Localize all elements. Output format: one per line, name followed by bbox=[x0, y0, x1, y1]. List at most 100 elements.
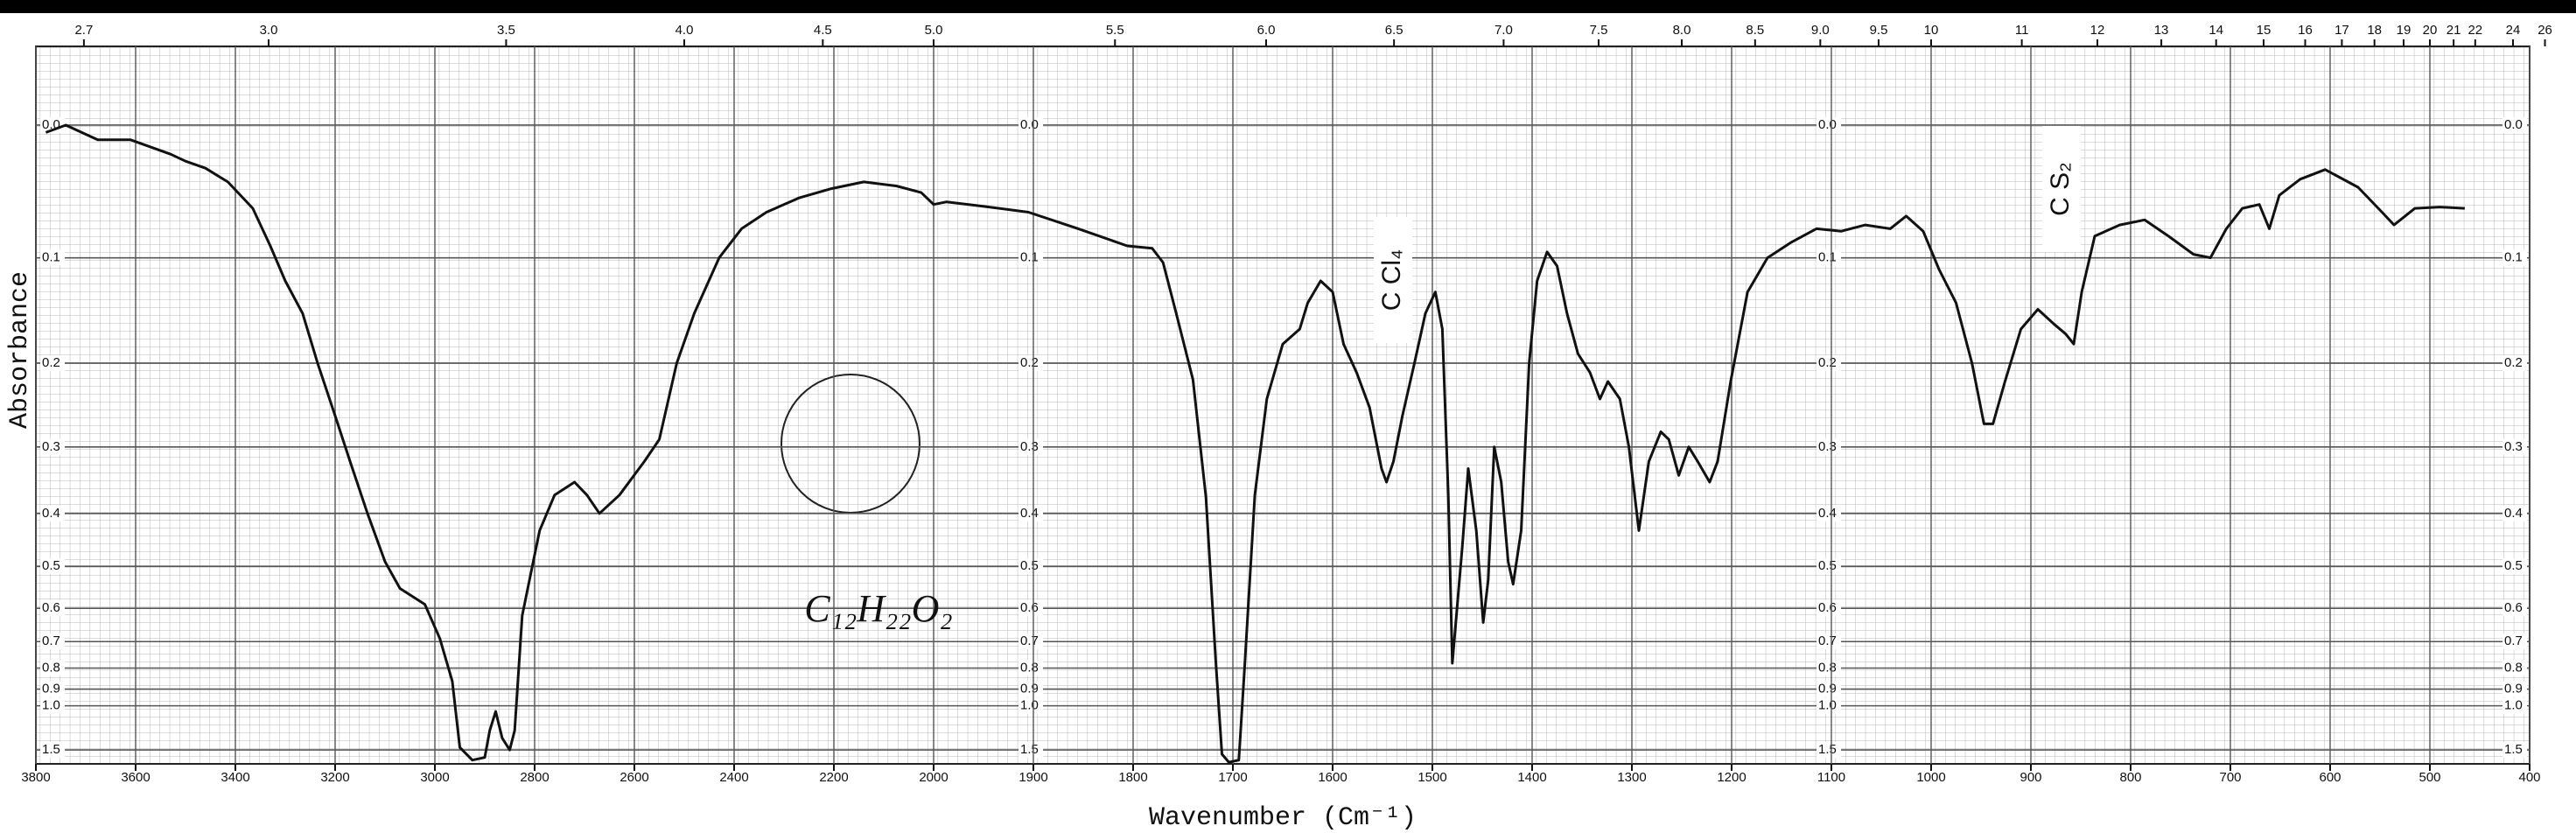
tick-label-bg bbox=[1018, 116, 1043, 133]
tick-label-bg bbox=[1816, 600, 1841, 617]
y-tick-label: 1.0 bbox=[1818, 698, 1837, 713]
tick-label-bg bbox=[1816, 355, 1841, 372]
x-tick-label: 1700 bbox=[1218, 770, 1247, 785]
tick-label-bg bbox=[1018, 505, 1043, 522]
tick-label-bg bbox=[2502, 681, 2527, 697]
tick-label-bg bbox=[1816, 116, 1841, 133]
y-tick-label: 0.3 bbox=[42, 439, 60, 454]
x2-tick-label: 7.0 bbox=[1494, 23, 1513, 38]
y-tick-label: 0.2 bbox=[1020, 355, 1039, 370]
tick-label-bg bbox=[1018, 697, 1043, 714]
y-tick-label: 0.5 bbox=[42, 558, 60, 573]
y-tick-label: 0.9 bbox=[1818, 682, 1837, 696]
x2-tick-label: 19 bbox=[2397, 23, 2412, 38]
x2-tick-label: 3.5 bbox=[497, 23, 515, 38]
x2-tick-label: 8.0 bbox=[1673, 23, 1691, 38]
y-tick-label: 0.4 bbox=[42, 506, 60, 521]
y-tick-label: 1.0 bbox=[1020, 698, 1039, 713]
tick-label-bg bbox=[1018, 634, 1043, 650]
y-tick-label: 1.5 bbox=[1818, 742, 1837, 757]
y-tick-label: 0.7 bbox=[42, 634, 60, 648]
y-tick-label: 0.7 bbox=[1020, 634, 1039, 648]
x-axis-title: Wavenumber (Cm⁻¹) bbox=[1149, 803, 1417, 833]
spectrum-line bbox=[45, 123, 2465, 764]
x-tick-label: 1900 bbox=[1018, 770, 1047, 785]
y-tick-label: 1.5 bbox=[1020, 742, 1039, 757]
x-tick-label: 3000 bbox=[420, 770, 449, 785]
y-tick-label: 0.3 bbox=[1020, 439, 1039, 454]
x-tick-label: 1000 bbox=[1916, 770, 1945, 785]
x2-tick-label: 8.5 bbox=[1746, 23, 1764, 38]
x2-tick-label: 3.0 bbox=[260, 23, 278, 38]
tick-label-bg bbox=[2502, 505, 2527, 522]
y-tick-label: 0.2 bbox=[42, 355, 60, 370]
tick-label-bg bbox=[1018, 660, 1043, 676]
x-tick-label: 500 bbox=[2418, 770, 2440, 785]
y-axis-title: Absorbance bbox=[5, 271, 35, 429]
x-tick-label: 3600 bbox=[121, 770, 150, 785]
x2-tick-label: 11 bbox=[2015, 23, 2029, 38]
x2-tick-label: 6.5 bbox=[1385, 23, 1404, 38]
y-tick-label: 0.6 bbox=[1020, 600, 1039, 615]
tick-label-bg bbox=[2502, 438, 2527, 455]
x-tick-label: 2000 bbox=[919, 770, 948, 785]
tick-label-bg bbox=[2502, 697, 2527, 714]
tick-label-bg bbox=[1816, 558, 1841, 575]
x2-tick-label: 20 bbox=[2423, 23, 2438, 38]
x-tick-label: 2800 bbox=[520, 770, 549, 785]
y-tick-label: 0.6 bbox=[1818, 600, 1837, 615]
y-tick-label: 0.2 bbox=[2504, 355, 2523, 370]
x2-tick-label: 7.5 bbox=[1590, 23, 1608, 38]
x-tick-label: 1100 bbox=[1817, 770, 1845, 785]
tick-label-bg bbox=[1816, 634, 1841, 650]
y-tick-label: 0.6 bbox=[2504, 600, 2523, 615]
tick-label-bg bbox=[2502, 355, 2527, 372]
x2-tick-label: 16 bbox=[2298, 23, 2313, 38]
annotation-bg bbox=[2042, 126, 2081, 252]
x2-tick-label: 5.0 bbox=[925, 23, 943, 38]
tick-label-bg bbox=[1816, 697, 1841, 714]
hand-circle bbox=[780, 374, 920, 514]
tick-label-bg bbox=[1018, 681, 1043, 697]
tick-label-bg bbox=[40, 742, 65, 759]
x-tick-label: 700 bbox=[2219, 770, 2241, 785]
plot-area bbox=[35, 46, 2530, 765]
y-tick-label: 0.5 bbox=[2504, 558, 2523, 573]
tick-label-bg bbox=[2502, 116, 2527, 133]
tick-label-bg bbox=[1018, 355, 1043, 372]
y-tick-label: 1.0 bbox=[42, 698, 60, 713]
y-tick-label: 0.4 bbox=[2504, 506, 2523, 521]
y-tick-label: 0.0 bbox=[2504, 117, 2523, 132]
tick-label-bg bbox=[2502, 742, 2527, 759]
x-tick-label: 900 bbox=[2020, 770, 2041, 785]
tick-label-bg bbox=[2502, 600, 2527, 617]
y-tick-label: 0.7 bbox=[1818, 634, 1837, 648]
tick-label-bg bbox=[40, 558, 65, 575]
tick-label-bg bbox=[40, 697, 65, 714]
x-tick-label: 1200 bbox=[1717, 770, 1746, 785]
y-tick-label: 0.1 bbox=[1818, 250, 1837, 265]
y-tick-label: 0.9 bbox=[1020, 682, 1039, 696]
y-tick-label: 0.7 bbox=[2504, 634, 2523, 648]
x2-tick-label: 13 bbox=[2154, 23, 2169, 38]
tick-label-bg bbox=[40, 634, 65, 650]
x-tick-label: 1500 bbox=[1418, 770, 1446, 785]
x2-tick-label: 18 bbox=[2367, 23, 2382, 38]
x2-tick-label: 24 bbox=[2506, 23, 2521, 38]
annotation: C₁₂H₂₂O₂ bbox=[804, 587, 952, 630]
x-tick-label: 2400 bbox=[719, 770, 748, 785]
x2-tick-label: 26 bbox=[2538, 23, 2552, 38]
x-tick-label: 1400 bbox=[1517, 770, 1546, 785]
y-tick-label: 0.4 bbox=[1818, 506, 1837, 521]
y-tick-label: 0.6 bbox=[42, 600, 60, 615]
x2-tick-label: 9.0 bbox=[1811, 23, 1830, 38]
x-tick-label: 3400 bbox=[220, 770, 249, 785]
x-tick-label: 600 bbox=[2319, 770, 2341, 785]
x2-tick-label: 12 bbox=[2090, 23, 2105, 38]
y-tick-label: 0.9 bbox=[42, 682, 60, 696]
y-tick-label: 0.1 bbox=[2504, 250, 2523, 265]
tick-label-bg bbox=[1816, 742, 1841, 759]
x2-tick-label: 14 bbox=[2208, 23, 2223, 38]
